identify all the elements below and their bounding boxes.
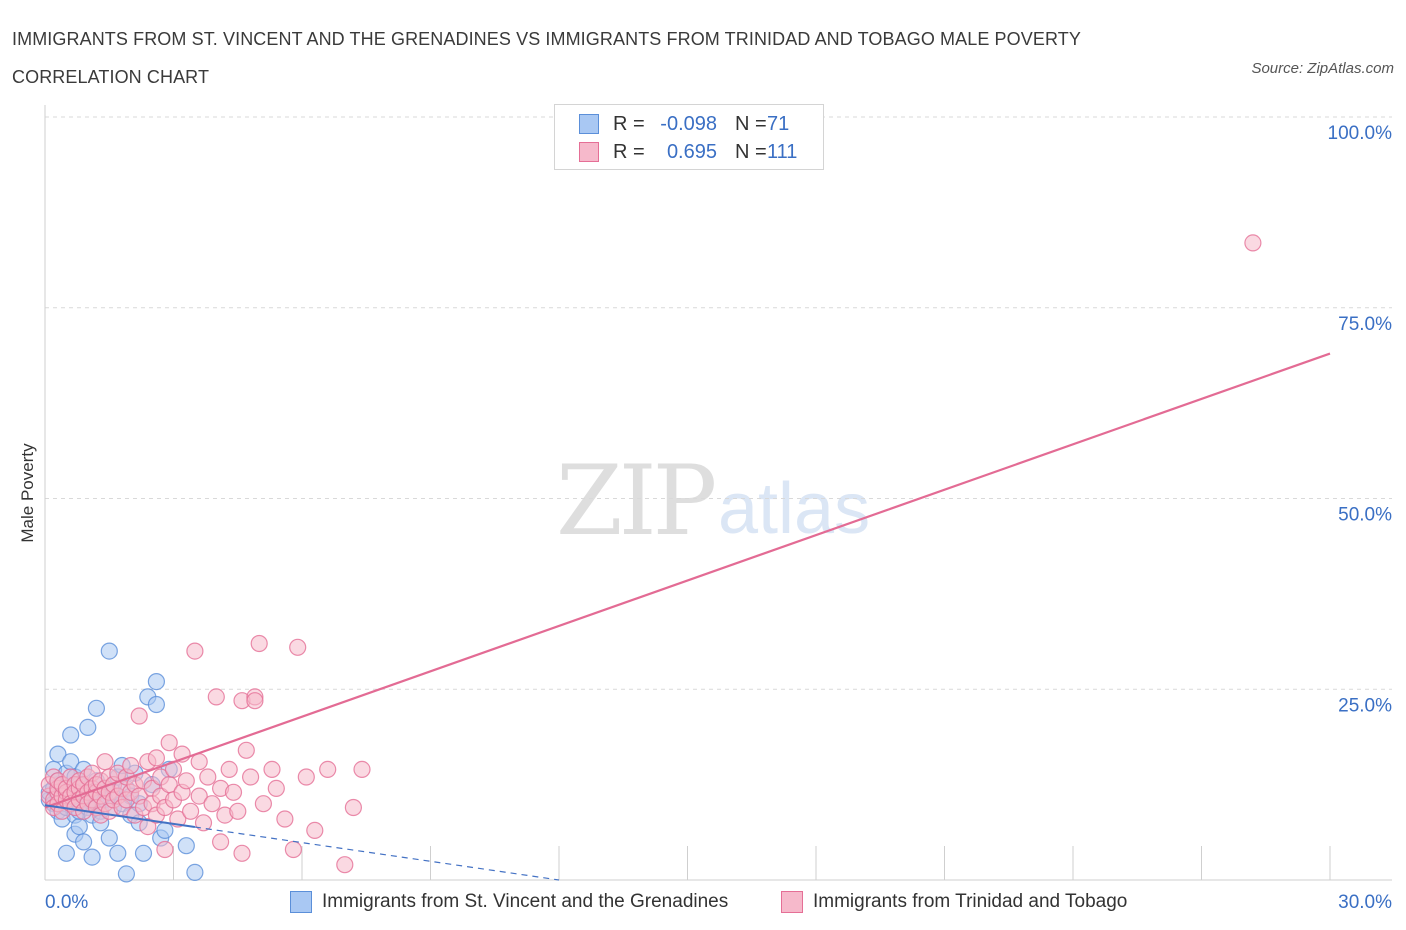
pink-data-point: [130, 707, 148, 725]
source-label: Source: ZipAtlas.com: [1251, 60, 1394, 77]
legend-row-pink: R = 0.695 N = 111: [579, 138, 797, 166]
blue-data-point: [134, 844, 153, 862]
pink-data-point: [224, 783, 243, 801]
pink-data-point: [336, 856, 354, 874]
bottom-legend-blue: Immigrants from St. Vincent and the Gren…: [290, 888, 728, 916]
chart-title: IMMIGRANTS FROM ST. VINCENT AND THE GREN…: [12, 29, 1081, 87]
pink-data-point: [276, 810, 294, 828]
pink-data-point: [267, 779, 285, 798]
pink-data-point: [96, 753, 114, 771]
bottom-legend-pink: Immigrants from Trinidad and Tobago: [781, 888, 1127, 916]
legend: R = -0.098 N = 71 R = 0.695 N = 111: [554, 104, 824, 170]
grid-lines: [45, 116, 1392, 690]
y-tick-label: 25.0%: [1338, 695, 1392, 716]
legend-swatch-blue: [579, 114, 599, 134]
pink-data-point: [194, 814, 213, 832]
blue-data-point: [117, 865, 136, 883]
pink-data-point: [319, 760, 337, 779]
legend-swatch-pink: [579, 142, 599, 162]
pink-data-point: [250, 634, 268, 653]
blue-data-point: [57, 844, 76, 862]
bottom-legend-label-blue: Immigrants from St. Vincent and the Gren…: [322, 891, 729, 912]
pink-data-point: [122, 756, 140, 775]
pink-data-point: [177, 772, 195, 790]
pink-data-point: [199, 768, 217, 786]
pink-data-point: [186, 642, 204, 660]
blue-data-point: [156, 821, 174, 840]
legend-n-label: N =: [735, 140, 767, 163]
blue-data-point: [100, 642, 118, 660]
blue-data-point: [177, 837, 195, 855]
x-tick-label: 30.0%: [1338, 892, 1392, 913]
y-tick-label: 75.0%: [1338, 314, 1392, 335]
legend-row-blue: R = -0.098 N = 71: [579, 110, 789, 138]
blue-data-point: [100, 829, 118, 847]
blue-data-point: [87, 699, 106, 717]
watermark-zip: ZIP: [556, 445, 717, 557]
legend-n-label: N =: [735, 112, 767, 135]
pink-data-point: [246, 692, 264, 710]
pink-data-point: [1244, 234, 1262, 252]
data-points: [40, 234, 1262, 883]
pink-data-point: [190, 787, 208, 805]
pink-data-point: [353, 760, 371, 779]
legend-n-value: 71: [767, 112, 790, 135]
pink-data-point: [233, 844, 251, 862]
legend-r-label: R =: [613, 140, 645, 163]
blue-data-point: [62, 726, 80, 744]
blue-data-point: [186, 863, 204, 882]
legend-r-value: 0.695: [666, 140, 717, 163]
y-tick-label: 100.0%: [1328, 123, 1393, 144]
blue-data-point: [83, 848, 101, 866]
pink-data-point: [237, 741, 255, 759]
pink-data-point: [160, 734, 178, 752]
pink-data-point: [284, 840, 302, 859]
blue-trend-line-solid: [44, 804, 196, 829]
pink-data-point: [203, 795, 221, 813]
pink-data-point: [254, 795, 272, 813]
pink-data-point: [297, 768, 315, 786]
blue-data-point: [49, 745, 67, 763]
legend-r-label: R =: [613, 112, 645, 135]
pink-data-point: [263, 760, 281, 779]
pink-data-point: [212, 833, 230, 851]
pink-data-point: [242, 768, 260, 786]
trend-lines: [44, 352, 1331, 881]
pink-data-point: [182, 802, 200, 820]
watermark-atlas: atlas: [718, 469, 871, 549]
blue-data-point: [147, 695, 165, 714]
pink-data-point: [156, 840, 174, 859]
axes: [44, 105, 1392, 881]
pink-trend-line: [44, 352, 1331, 809]
pink-data-point: [306, 821, 324, 840]
bottom-legend-label-pink: Immigrants from Trinidad and Tobago: [813, 891, 1128, 912]
bottom-legend-swatch-blue: [290, 891, 312, 913]
blue-data-point: [79, 718, 97, 737]
legend-r-value: -0.098: [660, 112, 717, 135]
blue-data-point: [109, 844, 127, 862]
pink-data-point: [207, 688, 225, 706]
blue-data-point: [74, 833, 93, 851]
x-tick-label: 0.0%: [45, 892, 88, 913]
pink-data-point: [289, 638, 307, 656]
y-tick-label: 50.0%: [1338, 505, 1392, 526]
blue-data-point: [70, 817, 88, 836]
pink-data-point: [139, 817, 157, 836]
pink-data-point: [229, 802, 247, 820]
legend-n-value: 111: [767, 140, 798, 163]
blue-data-point: [147, 672, 165, 691]
bottom-legend-swatch-pink: [781, 891, 803, 913]
pink-data-point: [220, 760, 238, 779]
pink-data-point: [344, 798, 362, 817]
tick-labels: 25.0% 50.0% 75.0% 100.0% 0.0% 30.0%: [45, 123, 1392, 913]
pink-data-point: [147, 749, 165, 767]
